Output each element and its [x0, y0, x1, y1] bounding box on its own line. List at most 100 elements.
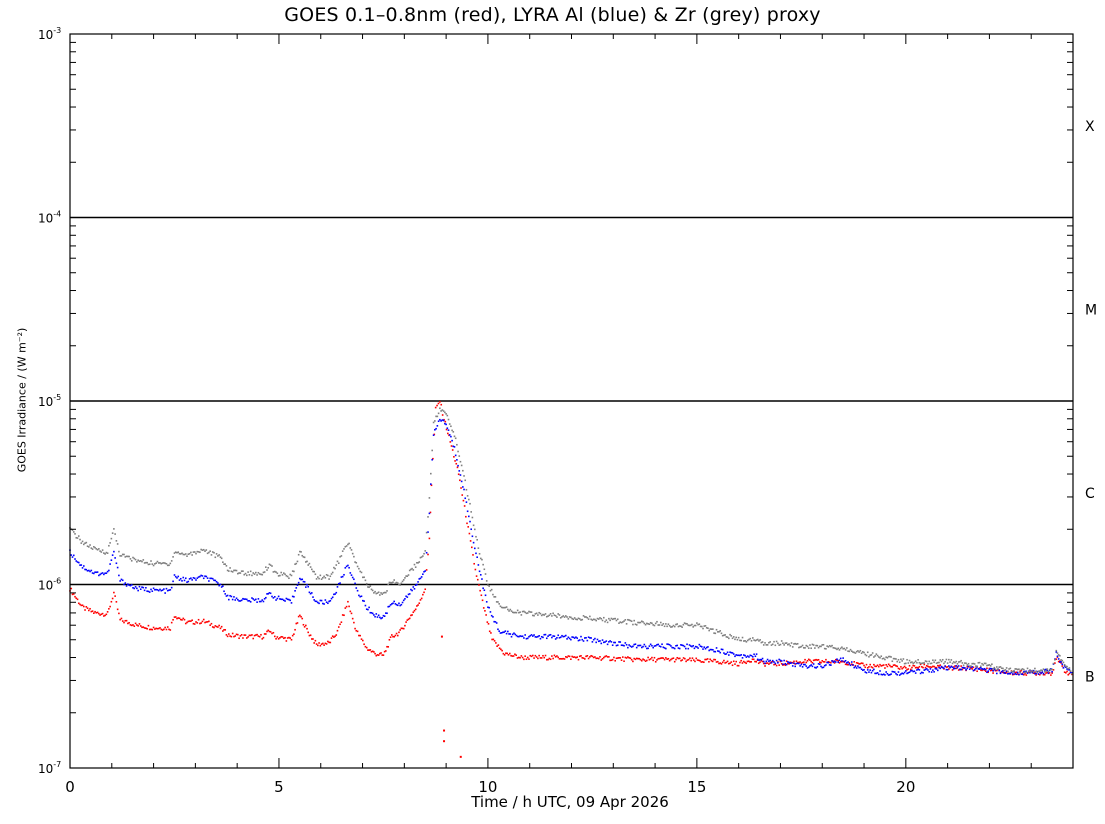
series-0-point: [156, 627, 159, 630]
series-0-point: [1031, 670, 1034, 673]
series-2-point: [523, 610, 525, 613]
series-0-point: [934, 666, 937, 669]
series-1-point: [79, 564, 81, 566]
series-1-point: [884, 674, 886, 676]
series-2-point: [709, 628, 712, 630]
series-0-point: [629, 657, 632, 659]
series-1-point: [303, 581, 306, 583]
series-1-point: [75, 560, 78, 562]
series-0-point: [190, 620, 192, 622]
series-1-point: [869, 669, 871, 671]
series-1-point: [150, 588, 152, 591]
series-1-point: [744, 654, 746, 657]
series-1-point: [682, 644, 685, 647]
series-1-point: [85, 568, 88, 571]
series-1-point: [663, 647, 666, 649]
series-2-point: [788, 643, 790, 645]
series-1-point: [771, 659, 774, 662]
series-2-point: [193, 551, 196, 553]
series-0-point: [705, 658, 708, 661]
series-0-point: [505, 652, 507, 655]
series-2-point: [927, 663, 929, 665]
series-1-point: [844, 659, 847, 662]
series-0-point: [360, 638, 363, 640]
series-2-point: [982, 664, 985, 666]
series-2-point: [1036, 671, 1039, 674]
series-1-point: [523, 637, 525, 639]
series-1-point: [842, 657, 844, 659]
series-2-point: [731, 637, 734, 640]
series-2-point: [235, 569, 238, 572]
series-0-point: [337, 626, 340, 628]
series-0-point: [540, 657, 543, 659]
series-0-point: [613, 656, 615, 659]
series-0-point: [484, 610, 486, 612]
series-1-point: [331, 596, 334, 599]
series-1-point: [936, 669, 939, 672]
series-2-point: [234, 569, 237, 572]
series-0-point: [394, 634, 397, 637]
series-0-point: [634, 658, 637, 661]
series-1-point: [387, 605, 390, 608]
series-0-point: [862, 662, 864, 665]
series-2-point: [586, 616, 589, 619]
series-0-point: [834, 658, 837, 661]
series-2-point: [386, 590, 388, 592]
series-2-point: [314, 573, 317, 576]
series-1-point: [700, 645, 703, 648]
series-2-point: [265, 566, 267, 568]
series-0-point: [132, 624, 134, 626]
series-2-point: [609, 619, 611, 622]
series-0-point: [596, 657, 599, 660]
series-0-point: [111, 597, 114, 600]
series-0-point: [253, 634, 256, 637]
series-0-point: [215, 625, 218, 628]
series-1-point: [466, 510, 469, 513]
series-0-point: [405, 621, 407, 623]
series-0-point: [322, 642, 324, 645]
series-2-point: [315, 578, 318, 580]
series-1-point: [344, 567, 347, 569]
series-1-point: [478, 570, 481, 573]
series-0-point: [197, 618, 200, 621]
series-1-point: [262, 600, 265, 603]
series-2-point: [301, 554, 304, 557]
series-0-point: [793, 660, 795, 663]
series-2-point: [228, 570, 230, 572]
series-0-point: [1025, 674, 1028, 676]
series-2-point: [288, 577, 290, 580]
series-2-point: [268, 563, 271, 566]
series-1-point: [475, 552, 477, 555]
series-1-point: [423, 570, 425, 573]
series-0-point: [701, 661, 704, 663]
series-0-point: [694, 660, 696, 663]
series-1-point: [369, 611, 372, 614]
series-0-point: [104, 614, 106, 617]
series-2-point: [735, 636, 738, 639]
series-0-point: [687, 658, 690, 661]
series-0-point: [709, 658, 711, 661]
series-1-point: [826, 661, 828, 664]
series-1-point: [839, 657, 842, 660]
series-0-point: [459, 479, 461, 482]
series-0-point: [279, 636, 281, 639]
series-2-point: [354, 561, 356, 563]
series-0-point: [534, 654, 537, 657]
series-1-point: [800, 663, 803, 666]
series-1-point: [148, 591, 151, 593]
series-0-point: [218, 624, 220, 627]
series-2-point: [827, 646, 830, 648]
series-0-point: [978, 667, 981, 669]
series-1-point: [401, 601, 404, 604]
series-1-point: [110, 559, 113, 561]
series-1-point: [231, 598, 234, 601]
series-2-point: [557, 613, 560, 615]
series-1-point: [414, 584, 417, 586]
series-2-point: [810, 647, 812, 650]
series-2-point: [331, 571, 334, 574]
series-0-point: [308, 634, 311, 637]
series-0-point: [902, 666, 905, 669]
series-1-point: [500, 632, 503, 634]
series-1-point: [934, 667, 937, 670]
series-0-point: [255, 634, 257, 636]
